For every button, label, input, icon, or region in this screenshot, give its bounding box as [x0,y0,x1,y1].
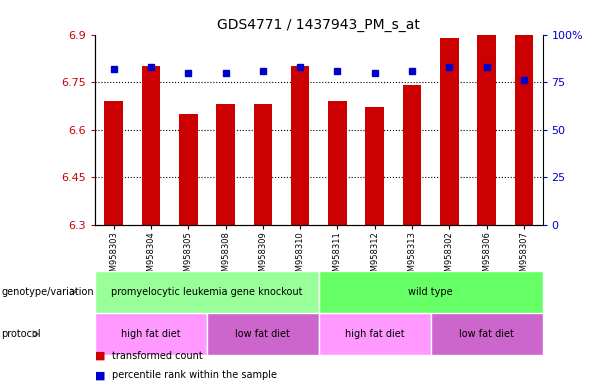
Bar [95,313,207,355]
Title: GDS4771 / 1437943_PM_s_at: GDS4771 / 1437943_PM_s_at [218,18,420,32]
Bar [319,271,543,313]
Bar [207,313,319,355]
Text: high fat diet: high fat diet [121,329,181,339]
Bar [95,271,319,313]
Bar [328,101,347,225]
Bar [430,313,543,355]
Bar [104,101,123,225]
Bar [319,313,430,355]
Text: high fat diet: high fat diet [345,329,405,339]
Bar [478,31,496,225]
Bar [254,104,272,225]
Bar [365,108,384,225]
Bar [514,31,533,225]
Bar [440,38,459,225]
Text: genotype/variation: genotype/variation [1,287,94,297]
Bar [216,104,235,225]
Text: percentile rank within the sample: percentile rank within the sample [112,370,277,380]
Text: low fat diet: low fat diet [459,329,514,339]
Text: ■: ■ [95,370,105,380]
Bar [291,66,310,225]
Text: wild type: wild type [408,287,453,297]
Text: protocol: protocol [1,329,41,339]
Bar [403,85,421,225]
Text: ■: ■ [95,351,105,361]
Text: low fat diet: low fat diet [235,329,291,339]
Text: promyelocytic leukemia gene knockout: promyelocytic leukemia gene knockout [111,287,303,297]
Text: transformed count: transformed count [112,351,203,361]
Bar [179,114,197,225]
Bar [142,66,160,225]
